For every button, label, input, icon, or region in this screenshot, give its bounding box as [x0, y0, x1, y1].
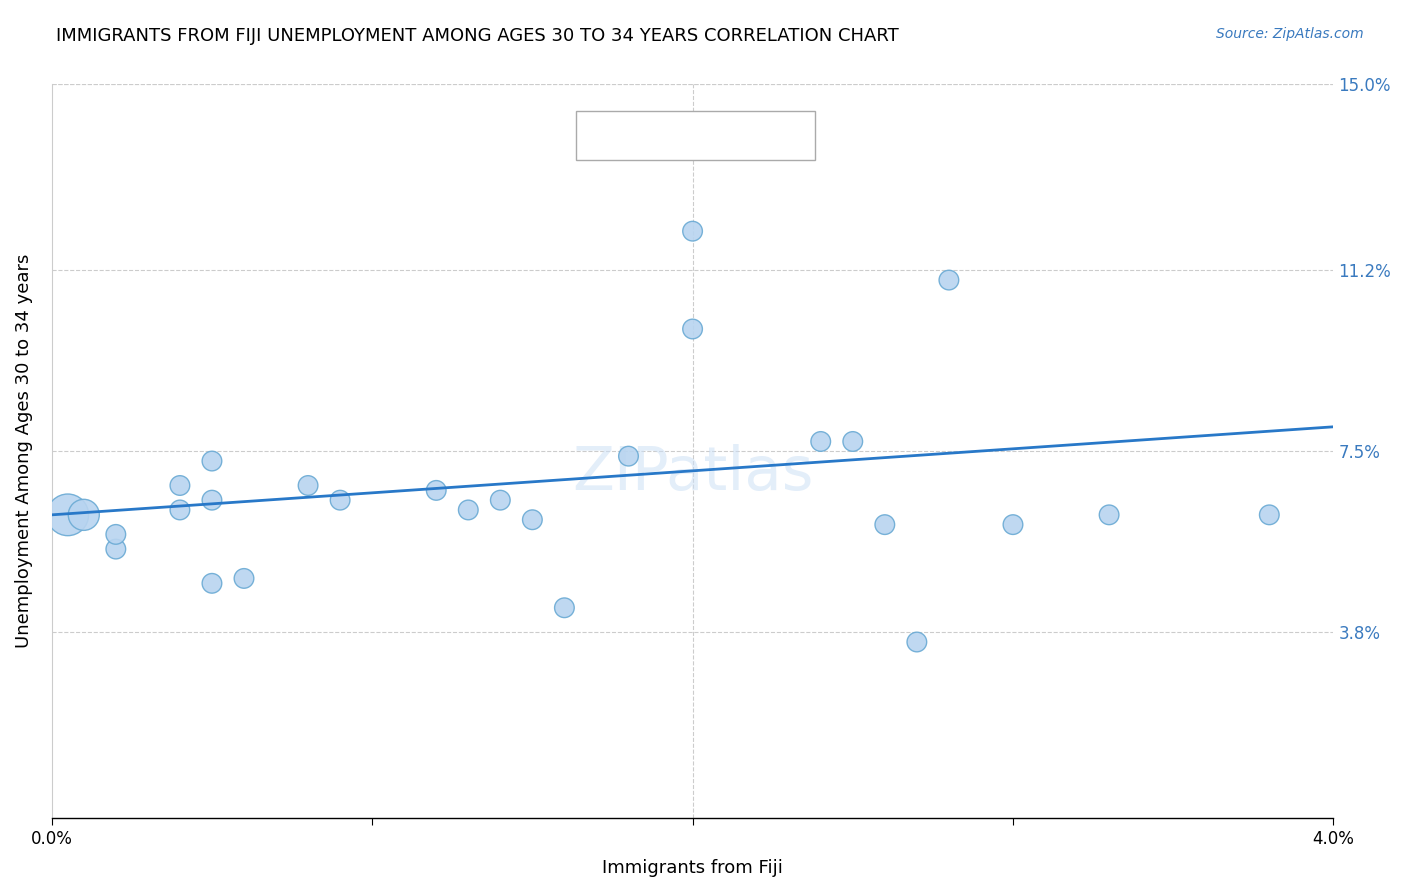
Text: 0.227: 0.227	[650, 127, 704, 145]
Text: 24: 24	[752, 127, 776, 145]
Text: ZIPatlas: ZIPatlas	[572, 444, 813, 503]
Y-axis label: Unemployment Among Ages 30 to 34 years: Unemployment Among Ages 30 to 34 years	[15, 254, 32, 648]
Point	[1098, 508, 1121, 522]
Point	[201, 576, 224, 591]
Point	[522, 513, 544, 527]
Point	[201, 493, 224, 508]
Point	[938, 273, 960, 287]
Point	[617, 449, 640, 463]
Point	[104, 527, 127, 541]
Point	[233, 571, 256, 585]
Text: Source: ZipAtlas.com: Source: ZipAtlas.com	[1216, 27, 1364, 41]
Point	[1258, 508, 1281, 522]
Point	[553, 600, 575, 615]
Point	[56, 508, 79, 522]
Point	[73, 508, 96, 522]
Point	[169, 478, 191, 492]
Point	[297, 478, 319, 492]
X-axis label: Immigrants from Fiji: Immigrants from Fiji	[602, 859, 783, 877]
Point	[682, 322, 704, 336]
Point	[1001, 517, 1024, 532]
Point	[104, 542, 127, 557]
Point	[842, 434, 865, 449]
Point	[873, 517, 896, 532]
Point	[201, 454, 224, 468]
Text: R =: R =	[605, 127, 647, 145]
Point	[457, 503, 479, 517]
Point	[810, 434, 832, 449]
Point	[489, 493, 512, 508]
Point	[905, 635, 928, 649]
Point	[425, 483, 447, 498]
Point	[169, 503, 191, 517]
Point	[329, 493, 352, 508]
Point	[682, 224, 704, 238]
Text: N =: N =	[710, 127, 754, 145]
Text: IMMIGRANTS FROM FIJI UNEMPLOYMENT AMONG AGES 30 TO 34 YEARS CORRELATION CHART: IMMIGRANTS FROM FIJI UNEMPLOYMENT AMONG …	[56, 27, 898, 45]
